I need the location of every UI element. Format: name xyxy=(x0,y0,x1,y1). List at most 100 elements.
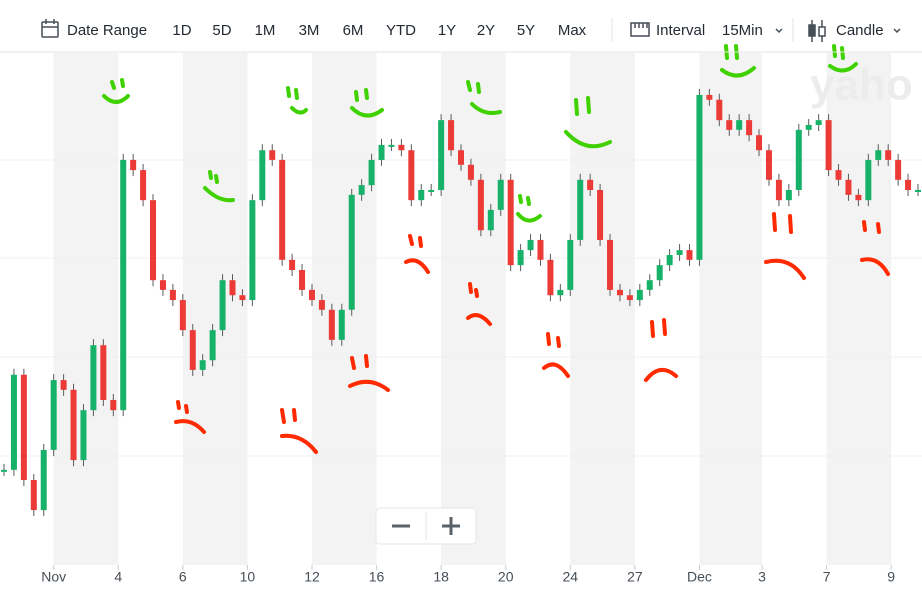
candle xyxy=(825,120,832,171)
x-tick-label: 7 xyxy=(823,569,831,585)
candle xyxy=(438,120,445,190)
candle xyxy=(905,179,912,190)
date-range-button[interactable]: Date Range xyxy=(67,22,147,39)
interval-icon xyxy=(630,22,650,37)
candle xyxy=(199,360,206,370)
candle xyxy=(70,389,77,461)
candle xyxy=(189,330,196,370)
range-buttons: 1D 5D 1M 3M 6M YTD 1Y 2Y 5Y Max xyxy=(172,22,586,39)
candle xyxy=(567,239,574,290)
candle xyxy=(915,189,921,192)
candle xyxy=(746,120,753,136)
range-button[interactable]: 1M xyxy=(255,22,276,39)
candle xyxy=(775,179,782,201)
candle xyxy=(795,129,802,190)
x-axis: Nov 4 6 10 12 16 18 20 24 27 Dec 3 7 9 xyxy=(41,565,895,585)
x-tick-label: 27 xyxy=(627,569,643,585)
watermark: yaho xyxy=(810,61,913,110)
candle xyxy=(269,150,276,160)
candle xyxy=(179,300,186,331)
candle xyxy=(279,159,286,260)
day-band xyxy=(182,53,248,565)
range-button[interactable]: 1Y xyxy=(438,22,456,39)
x-tick-label: 20 xyxy=(498,569,514,585)
candle xyxy=(150,200,157,281)
candle xyxy=(328,309,335,340)
candle-icon xyxy=(808,20,826,42)
candle xyxy=(666,254,673,266)
candle xyxy=(865,159,872,201)
range-button[interactable]: 5D xyxy=(212,22,231,39)
candle xyxy=(50,380,57,450)
annotations xyxy=(102,44,890,454)
candle xyxy=(875,150,882,160)
candle xyxy=(100,345,107,400)
x-tick-label: Dec xyxy=(687,569,712,585)
candle xyxy=(577,179,584,240)
day-band xyxy=(699,53,763,565)
candle xyxy=(696,94,703,260)
chart-style-select[interactable]: Candle xyxy=(836,22,884,39)
candle xyxy=(477,179,484,231)
candle xyxy=(805,124,812,130)
candle xyxy=(547,259,554,296)
candle xyxy=(169,289,176,301)
range-button[interactable]: 1D xyxy=(172,22,191,39)
candle xyxy=(209,330,216,361)
candle xyxy=(636,289,643,301)
plot xyxy=(1,88,921,517)
candle xyxy=(785,189,792,201)
candle xyxy=(835,170,842,180)
x-tick-label: 16 xyxy=(369,569,385,585)
x-tick-label: 10 xyxy=(240,569,256,585)
candle xyxy=(10,374,17,470)
candle xyxy=(487,209,494,231)
candle xyxy=(597,189,604,240)
candle xyxy=(20,374,27,481)
candle xyxy=(656,265,663,281)
candle xyxy=(497,179,504,210)
day-bands xyxy=(53,53,892,565)
x-tick-label: 12 xyxy=(304,569,320,585)
candle xyxy=(517,250,524,266)
day-band xyxy=(570,53,635,565)
candle xyxy=(110,399,117,411)
range-button[interactable]: YTD xyxy=(386,22,416,39)
interval-label: Interval xyxy=(656,22,705,39)
candle xyxy=(408,150,415,201)
range-button[interactable]: Max xyxy=(558,22,587,39)
candle xyxy=(239,295,246,301)
candle xyxy=(537,239,544,260)
x-tick-label: 4 xyxy=(114,569,122,585)
candle xyxy=(368,159,375,186)
candle xyxy=(40,449,47,511)
candle xyxy=(60,380,67,390)
candle xyxy=(557,289,564,296)
candle xyxy=(388,144,395,147)
candle xyxy=(815,120,822,125)
zoom-controls[interactable] xyxy=(375,507,477,545)
candle xyxy=(1,469,7,472)
candle xyxy=(30,480,37,511)
interval-select[interactable]: 15Min xyxy=(722,22,763,39)
candle xyxy=(378,144,385,160)
range-button[interactable]: 6M xyxy=(343,22,364,39)
calendar-icon xyxy=(41,19,59,38)
candle xyxy=(448,120,455,151)
candle xyxy=(120,159,127,411)
candle xyxy=(587,179,594,190)
candle xyxy=(895,159,902,180)
candle xyxy=(308,289,315,301)
candle xyxy=(140,170,147,201)
candle xyxy=(318,300,325,310)
x-tick-label: 6 xyxy=(179,569,187,585)
range-button[interactable]: 3M xyxy=(299,22,320,39)
candle xyxy=(855,194,862,201)
candle xyxy=(467,164,474,180)
candle xyxy=(646,280,653,290)
range-button[interactable]: 5Y xyxy=(517,22,535,39)
range-button[interactable]: 2Y xyxy=(477,22,495,39)
candle xyxy=(706,94,713,100)
candle xyxy=(428,189,435,192)
